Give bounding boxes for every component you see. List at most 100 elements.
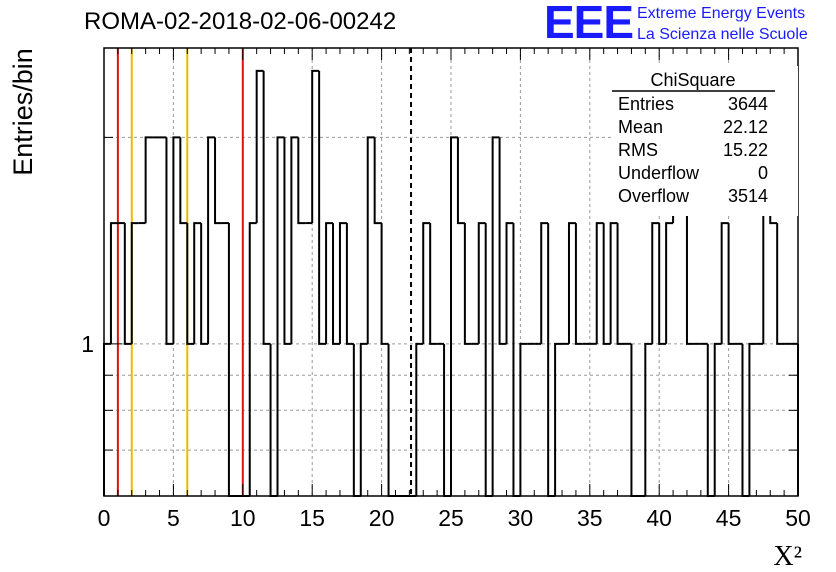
histogram-bin (505, 222, 514, 344)
histogram-bin (325, 222, 334, 344)
histogram-bin (456, 137, 465, 225)
x-tick-label: 35 (577, 505, 603, 531)
histogram-bin (318, 70, 327, 345)
histogram-bin (214, 137, 222, 225)
histogram-bin (741, 343, 750, 497)
histogram-bin (200, 223, 209, 345)
histogram-bin (130, 222, 139, 344)
stats-box: ChiSquare Entries 3644 Mean 22.12 RMS 15.22 Und… (611, 66, 798, 216)
histogram-bin (276, 136, 285, 496)
histogram-bin (109, 222, 118, 344)
histogram-bin (103, 342, 111, 496)
histogram-bin (463, 223, 472, 345)
page-title: ROMA-02-2018-02-06-00242 (84, 8, 397, 35)
histogram-bin (415, 342, 424, 496)
histogram-bin (540, 222, 549, 344)
eee-logo: EEE Extreme Energy Events La Scienza nel… (544, 0, 834, 48)
x-tick-label: 15 (299, 505, 325, 531)
histogram-bin (644, 342, 653, 496)
histogram-bin (422, 222, 431, 344)
stats-value: 0 (758, 163, 768, 183)
histogram-bin (651, 222, 660, 344)
histogram-bin (748, 342, 757, 496)
histogram-bin (262, 70, 271, 345)
histogram-bin (186, 223, 195, 345)
stats-label: RMS (618, 140, 658, 160)
stats-value: 22.12 (723, 117, 768, 137)
histogram-bin (602, 223, 611, 345)
stats-value: 3514 (728, 186, 768, 206)
histogram-bin (373, 137, 382, 225)
histogram-bin (665, 222, 674, 344)
stats-label: Underflow (618, 163, 700, 183)
histogram-bin (554, 342, 563, 496)
x-tick-label: 25 (438, 505, 464, 531)
histogram-bin (658, 223, 667, 345)
histogram-bin (366, 136, 375, 344)
histogram-bin (283, 137, 292, 345)
x-tick-label: 10 (230, 505, 256, 531)
histogram-bin (179, 137, 188, 225)
histogram-bin (227, 223, 236, 497)
histogram-bin (269, 343, 278, 497)
histogram-bin (359, 342, 368, 496)
histogram-bin (345, 223, 354, 345)
histogram-bin (450, 136, 458, 496)
histogram-bin (255, 69, 264, 224)
axes: 0 5 10 15 20 25 30 35 40 45 50 1 Entries/bin X² (8, 47, 811, 572)
histogram-bin (491, 136, 500, 496)
x-tick-label: 5 (167, 505, 180, 531)
histogram-bin (477, 222, 486, 344)
stats-label: Overflow (618, 186, 690, 206)
histogram-bin (429, 223, 438, 345)
histogram-bin (630, 343, 639, 497)
histogram-bin (609, 222, 618, 344)
histogram-bin (332, 223, 340, 345)
histogram-bin (290, 136, 299, 344)
stats-label: Mean (618, 117, 663, 137)
histogram-bin (144, 136, 153, 224)
histogram-bin (443, 343, 451, 497)
histogram-bin (574, 223, 583, 345)
histogram-bin (616, 223, 625, 345)
histogram-bin (297, 137, 306, 225)
x-tick-label: 20 (369, 505, 395, 531)
histogram-bin (311, 69, 320, 224)
histogram-bin (727, 223, 736, 345)
histogram-bin (706, 343, 715, 497)
x-tick-label: 50 (785, 505, 811, 531)
logo-mark: EEE (544, 0, 634, 48)
histogram-bin (207, 136, 216, 344)
stats-value: 15.22 (723, 140, 768, 160)
histogram-bin (547, 223, 556, 497)
stats-title: ChiSquare (650, 70, 735, 90)
x-tick-label: 45 (716, 505, 742, 531)
x-tick-label: 0 (98, 505, 111, 531)
histogram-bin (720, 222, 729, 344)
histogram-bin (512, 223, 521, 497)
histogram-bin (387, 343, 396, 497)
x-tick-label: 30 (508, 505, 534, 531)
histogram-bin (498, 137, 507, 345)
logo-line-2: La Scienza nelle Scuole (637, 26, 808, 43)
histogram-bin (595, 222, 604, 344)
y-axis-label: Entries/bin (8, 48, 38, 176)
histogram-bin (165, 137, 174, 345)
y-tick-label: 1 (81, 331, 94, 357)
histogram-bin (352, 343, 361, 497)
histogram-bin (567, 222, 576, 344)
x-axis-label: X² (773, 541, 802, 572)
histogram-bin (776, 223, 785, 345)
histogram-bin (338, 222, 347, 344)
histogram-bin (248, 222, 257, 496)
x-tick-label: 40 (646, 505, 672, 531)
histogram-bin (380, 223, 389, 345)
histogram-bin (484, 223, 493, 497)
histogram-bin (193, 222, 202, 344)
histogram-bin (713, 342, 722, 496)
stats-label: Entries (618, 94, 674, 114)
stats-value: 3644 (728, 94, 768, 114)
logo-line-1: Extreme Energy Events (637, 5, 806, 22)
histogram-bin (172, 136, 181, 344)
